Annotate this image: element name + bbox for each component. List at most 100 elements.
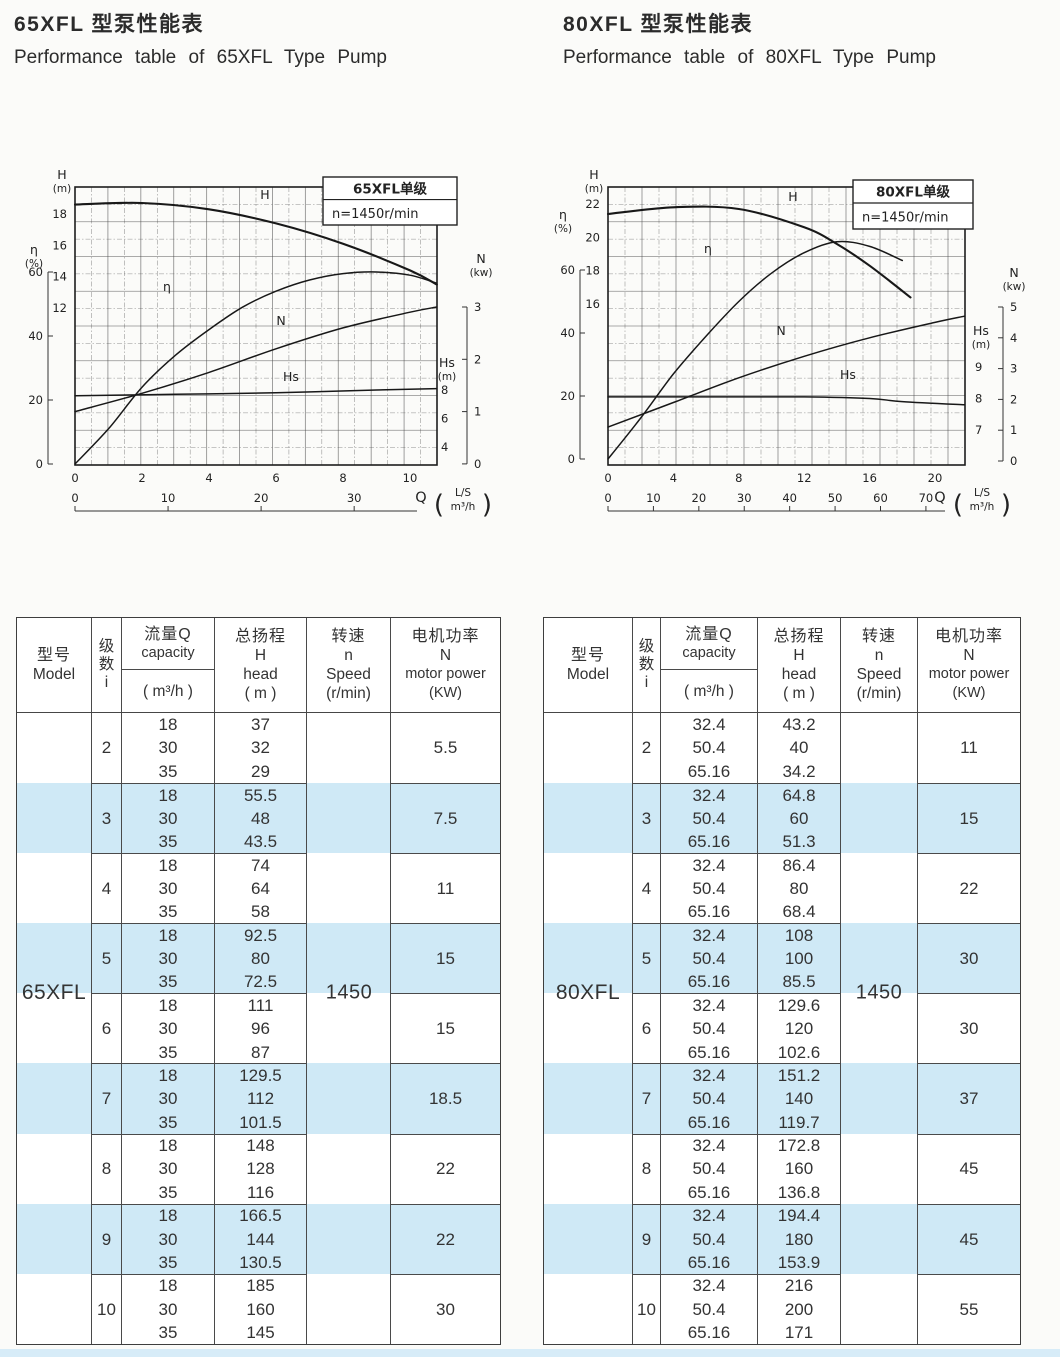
model-column-spacer [17, 1063, 92, 1134]
head-cell: 43.2 40 34.2 [758, 713, 841, 784]
svg-text:L/S: L/S [974, 487, 990, 499]
head-cell: 129.5 112 101.5 [215, 1063, 307, 1134]
stage-cell: 10 [633, 1273, 661, 1344]
header-head: 总扬程 H head( m ) [215, 618, 307, 712]
model-column-spacer [17, 923, 92, 994]
svg-text:0: 0 [474, 457, 481, 471]
stage-cell: 9 [92, 1203, 122, 1274]
power-cell: 55 [918, 1273, 1020, 1344]
speed-column-spacer [841, 1273, 918, 1344]
svg-text:0: 0 [604, 491, 611, 505]
speed-column-spacer [841, 993, 918, 1064]
stage-cell: 7 [633, 1063, 661, 1134]
svg-text:20: 20 [928, 471, 943, 485]
svg-text:m³/h: m³/h [970, 501, 995, 513]
page-title-zh-80xfl: 80XFL 型泵性能表 [563, 13, 753, 36]
table-group-row: 2 18 30 35 37 32 29 5.5 [17, 713, 500, 784]
curve-η [607, 240, 904, 460]
svg-text:60: 60 [28, 265, 43, 279]
header-capacity: 流量Q capacity ( m³/h ) [122, 618, 215, 712]
svg-text:η: η [30, 242, 38, 257]
plot-border [74, 186, 438, 466]
power-cell: 22 [391, 1203, 500, 1274]
svg-text:60: 60 [560, 263, 575, 277]
svg-text:Hs: Hs [283, 369, 299, 384]
power-cell: 30 [391, 1273, 500, 1344]
stage-cell: 8 [633, 1133, 661, 1204]
model-column-spacer [544, 1133, 633, 1204]
performance-chart-65xfl: 0 2 4 6 8 100 10 20 30 Q()L/Sm³/hH(m)18161412η(%)… [25, 167, 493, 520]
svg-text:18: 18 [52, 207, 67, 221]
head-cell: 148 128 116 [215, 1133, 307, 1204]
svg-text:H: H [788, 189, 797, 204]
page-title-en-65xfl: Performance table of 65XFL Type Pump [14, 47, 387, 68]
head-cell: 172.8 160 136.8 [758, 1133, 841, 1204]
svg-text:Q: Q [934, 490, 945, 506]
power-cell: 15 [391, 993, 500, 1063]
svg-text:4: 4 [1010, 331, 1017, 345]
stage-cell: 10 [92, 1273, 122, 1344]
power-cell: 18.5 [391, 1063, 500, 1133]
svg-text:m³/h: m³/h [451, 501, 476, 513]
head-cell: 86.4 80 68.4 [758, 853, 841, 924]
svg-text:8: 8 [441, 383, 448, 397]
svg-text:16: 16 [862, 471, 877, 485]
svg-text:0: 0 [568, 452, 575, 466]
svg-text:6: 6 [441, 412, 448, 426]
svg-text:4: 4 [205, 471, 212, 485]
capacity-cell: 18 30 35 [122, 853, 215, 924]
power-cell: 15 [391, 923, 500, 993]
table-group-row: 8 32.4 50.4 65.16 172.8 160 136.8 45 [544, 1133, 1020, 1204]
svg-text:(%): (%) [554, 223, 572, 235]
speed-column-spacer [307, 1273, 391, 1344]
svg-text:0: 0 [604, 471, 611, 485]
speed-value: 1450 [325, 981, 373, 1004]
svg-text:18: 18 [585, 264, 600, 278]
head-cell: 216 200 171 [758, 1273, 841, 1344]
svg-text:6: 6 [272, 471, 279, 485]
header-model: 型号 Model [17, 618, 92, 712]
model-value: 65XFL [21, 981, 87, 1004]
svg-text:): ) [482, 490, 492, 520]
svg-text:12: 12 [52, 301, 67, 315]
stage-cell: 7 [92, 1063, 122, 1134]
head-cell: 166.5 144 130.5 [215, 1203, 307, 1274]
svg-text:2: 2 [138, 471, 145, 485]
svg-text:2: 2 [1010, 392, 1017, 406]
speed-column-spacer [307, 1063, 391, 1134]
table-group-row: 9 18 30 35 166.5 144 130.5 22 [17, 1203, 500, 1274]
svg-text:20: 20 [560, 389, 575, 403]
svg-text:3: 3 [474, 300, 481, 314]
model-column-spacer [17, 1203, 92, 1274]
speed-column-spacer [307, 853, 391, 924]
svg-text:9: 9 [975, 360, 982, 374]
svg-text:3: 3 [1010, 362, 1017, 376]
model-column-spacer [544, 923, 633, 994]
svg-text:N: N [476, 251, 485, 266]
svg-text:(%): (%) [25, 258, 43, 270]
model-column-spacer [544, 713, 633, 784]
model-column-spacer [544, 993, 633, 1064]
header-motor-power: 电机功率 N motor power (KW) [928, 628, 1010, 701]
svg-text:40: 40 [782, 491, 797, 505]
speed-column-spacer [307, 713, 391, 784]
svg-text:70: 70 [919, 491, 934, 505]
stage-cell: 3 [633, 783, 661, 854]
speed-column-spacer [307, 923, 391, 994]
model-column-spacer [544, 853, 633, 924]
svg-text:(kw): (kw) [470, 267, 493, 279]
head-cell: 194.4 180 153.9 [758, 1203, 841, 1274]
header-model: 型号 Model [544, 618, 633, 712]
model-column-spacer [17, 1273, 92, 1344]
svg-text:1: 1 [1010, 423, 1017, 437]
head-cell: 151.2 140 119.7 [758, 1063, 841, 1134]
svg-text:η: η [559, 207, 567, 222]
legend-box [322, 176, 458, 226]
table-group-row: 4 18 30 35 74 64 58 11 [17, 853, 500, 924]
curve-H [73, 201, 438, 286]
stage-cell: 5 [633, 923, 661, 994]
svg-text:60: 60 [873, 491, 888, 505]
svg-text:4: 4 [670, 471, 677, 485]
power-cell: 37 [918, 1063, 1020, 1133]
